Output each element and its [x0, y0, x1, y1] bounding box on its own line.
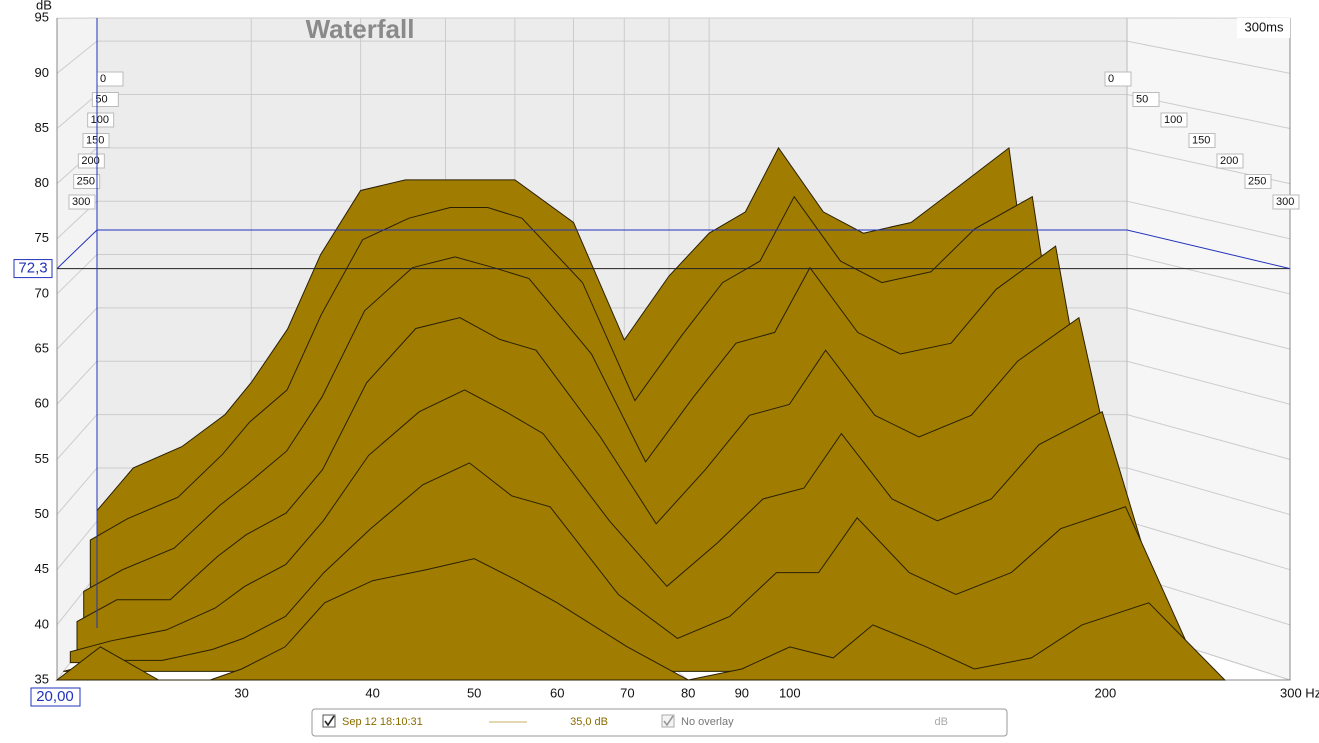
legend-entry: No overlay — [681, 716, 734, 728]
x-tick-label: 60 — [550, 685, 564, 700]
y-tick-label: 55 — [35, 451, 49, 466]
y-tick-label: 40 — [35, 616, 49, 631]
chart-title: Waterfall — [306, 14, 415, 44]
legend-entry: Sep 12 18:10:31 — [342, 716, 423, 728]
legend-entry: dB — [935, 716, 948, 728]
x-tick-label: 90 — [735, 685, 749, 700]
legend-entry: 35,0 dB — [570, 716, 608, 728]
y-tick-label: 70 — [35, 285, 49, 300]
z-tick-right: 200 — [1220, 155, 1238, 167]
y-tick-label: 80 — [35, 175, 49, 190]
z-tick-right: 100 — [1164, 114, 1182, 126]
y-tick-label: 75 — [35, 230, 49, 245]
x-tick-label: 200 — [1095, 685, 1117, 700]
z-tick-right: 300 — [1276, 196, 1294, 208]
z-tick-right: 0 — [1108, 73, 1114, 85]
x-tick-label: 80 — [681, 685, 695, 700]
y-tick-label: 45 — [35, 561, 49, 576]
z-tick-right: 150 — [1192, 134, 1210, 146]
y-tick-label: 35 — [35, 671, 49, 686]
cursor-x-label: 20,00 — [36, 688, 74, 705]
z-axis-label: 300ms — [1244, 19, 1284, 34]
z-tick-right: 250 — [1248, 175, 1266, 187]
x-tick-label: 100 — [779, 685, 801, 700]
legend: Sep 12 18:10:31 35,0 dB No overlay dB — [312, 709, 1007, 736]
z-tick-left: 100 — [91, 114, 109, 126]
y-tick-label: 95 — [35, 10, 49, 25]
z-tick-left: 150 — [86, 134, 104, 146]
x-tick-label: 300 Hz — [1280, 685, 1319, 700]
y-tick-label: 90 — [35, 65, 49, 80]
y-tick-label: 50 — [35, 506, 49, 521]
z-tick-left: 0 — [100, 73, 106, 85]
x-tick-label: 70 — [620, 685, 634, 700]
x-tick-label: 40 — [365, 685, 379, 700]
z-tick-right: 50 — [1136, 93, 1148, 105]
y-tick-label: 60 — [35, 396, 49, 411]
x-tick-label: 50 — [467, 685, 481, 700]
y-tick-label: 85 — [35, 120, 49, 135]
z-tick-left: 300 — [72, 196, 90, 208]
z-tick-left: 250 — [77, 175, 95, 187]
cursor-y-label: 72,3 — [18, 260, 47, 277]
x-tick-label: 30 — [234, 685, 248, 700]
y-tick-label: 65 — [35, 341, 49, 356]
